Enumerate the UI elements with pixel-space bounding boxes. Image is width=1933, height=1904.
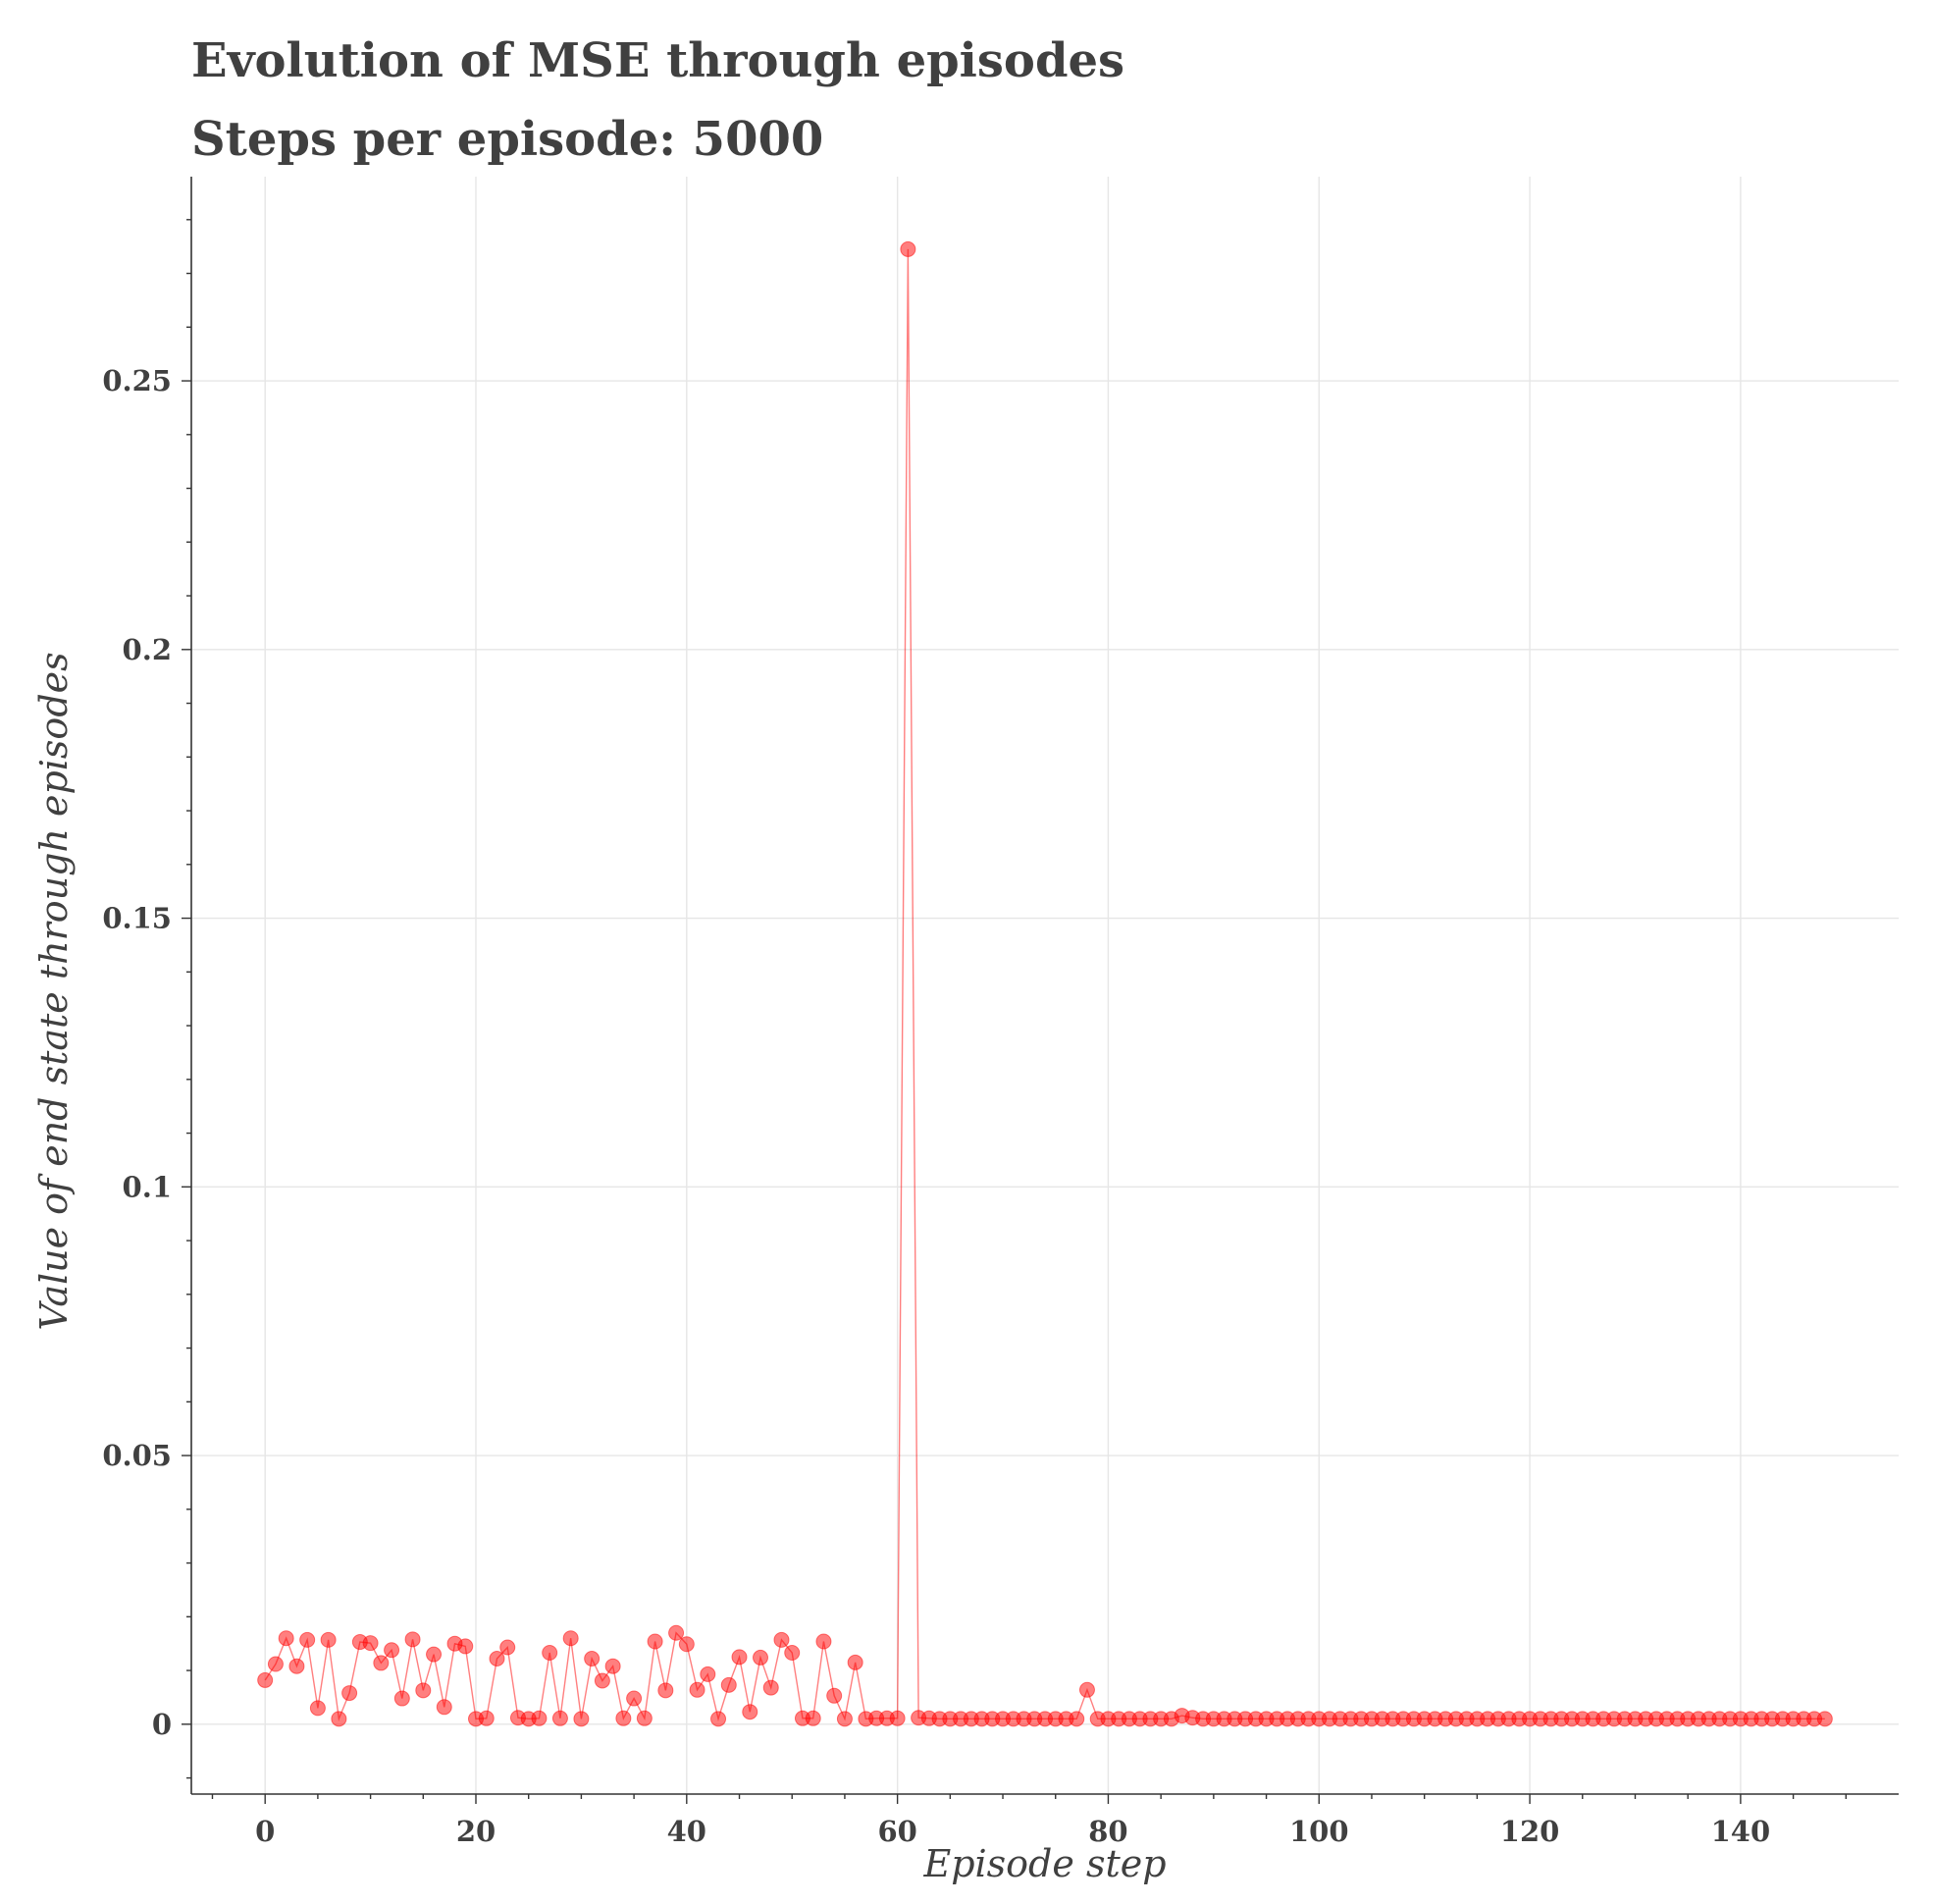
- data-point: [731, 1649, 748, 1666]
- data-point: [836, 1711, 853, 1727]
- x-tick-label: 80: [1088, 1815, 1127, 1848]
- data-point: [626, 1690, 643, 1707]
- data-point: [393, 1690, 410, 1707]
- data-point: [531, 1710, 548, 1726]
- y-tick-label: 0.2: [123, 633, 172, 666]
- data-point: [900, 240, 916, 257]
- data-point: [426, 1646, 443, 1663]
- x-tick-label: 120: [1500, 1815, 1560, 1848]
- y-tick-label: 0.25: [102, 364, 172, 397]
- data-point: [573, 1711, 590, 1727]
- data-point: [331, 1711, 347, 1727]
- data-point: [689, 1681, 705, 1698]
- data-point: [815, 1633, 832, 1650]
- data-point: [299, 1631, 316, 1648]
- data-point: [542, 1645, 558, 1662]
- y-tick-label: 0.15: [102, 902, 172, 935]
- grid-lines: [191, 177, 1899, 1794]
- chart-subtitle: Steps per episode: 5000: [191, 112, 823, 167]
- data-point: [288, 1658, 305, 1674]
- data-point: [657, 1682, 674, 1699]
- data-point: [551, 1710, 568, 1726]
- x-tick-label: 60: [877, 1815, 916, 1848]
- x-tick-label: 40: [667, 1815, 706, 1848]
- data-point: [615, 1710, 632, 1726]
- data-point: [710, 1711, 727, 1727]
- data-point: [678, 1636, 695, 1653]
- data-point: [341, 1685, 358, 1702]
- y-tick-label: 0.05: [102, 1439, 172, 1472]
- data-point: [700, 1666, 716, 1682]
- data-point: [847, 1654, 863, 1670]
- data-series: [257, 240, 1833, 1727]
- y-tick-label: 0.1: [123, 1170, 172, 1203]
- data-point: [647, 1633, 663, 1650]
- x-axis-label: Episode step: [922, 1842, 1166, 1885]
- data-point: [457, 1638, 474, 1655]
- axes: [182, 177, 1899, 1804]
- data-point: [1816, 1711, 1833, 1727]
- data-point: [889, 1710, 906, 1726]
- data-point: [309, 1700, 326, 1717]
- data-point: [384, 1642, 400, 1659]
- data-point: [1078, 1681, 1095, 1698]
- data-point: [278, 1630, 294, 1647]
- data-point: [584, 1651, 601, 1667]
- data-point: [562, 1630, 579, 1647]
- data-point: [784, 1645, 801, 1662]
- data-point: [404, 1631, 421, 1648]
- data-point: [753, 1649, 768, 1666]
- x-tick-label: 140: [1711, 1815, 1771, 1848]
- data-point: [805, 1710, 821, 1726]
- data-point: [773, 1631, 790, 1648]
- y-axis-label: Value of end state through episodes: [32, 652, 76, 1330]
- data-point: [499, 1639, 516, 1656]
- x-tick-label: 0: [255, 1815, 275, 1848]
- data-point: [489, 1651, 505, 1667]
- data-point: [415, 1682, 432, 1699]
- data-point: [362, 1635, 379, 1652]
- chart-title: Evolution of MSE through episodes: [191, 33, 1124, 88]
- data-point: [373, 1655, 390, 1671]
- x-tick-label: 100: [1289, 1815, 1349, 1848]
- data-point: [436, 1699, 452, 1716]
- x-tick-label: 20: [456, 1815, 496, 1848]
- series-line-0: [264, 248, 1825, 1722]
- y-tick-label: 0: [152, 1708, 172, 1741]
- data-point: [720, 1676, 737, 1693]
- data-point: [668, 1624, 685, 1641]
- data-point: [604, 1658, 621, 1674]
- data-point: [762, 1679, 779, 1696]
- data-point: [478, 1710, 495, 1726]
- data-point: [267, 1656, 284, 1672]
- data-point: [742, 1704, 758, 1720]
- data-point: [826, 1687, 843, 1704]
- data-point: [1069, 1711, 1085, 1727]
- tick-labels: 0 20 40 60 80 100 120 140 0 0.05 0.1 0.15 0.2 0.25: [102, 364, 1770, 1848]
- data-point: [257, 1671, 274, 1688]
- data-point: [636, 1710, 653, 1726]
- data-point: [320, 1631, 337, 1648]
- data-point: [594, 1672, 610, 1689]
